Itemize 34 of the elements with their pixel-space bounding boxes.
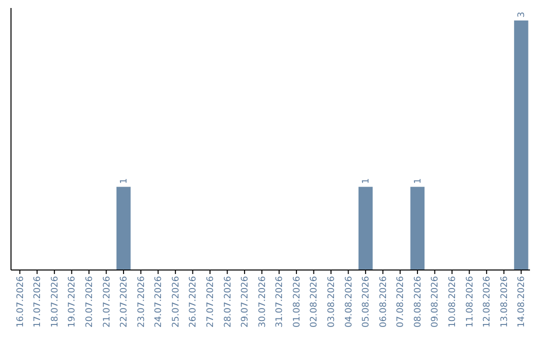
x-tick-label: 18.07.2026 [50,276,60,328]
x-tick-label: 23.07.2026 [136,276,147,328]
data-label: 1 [413,178,424,184]
x-tick-label: 19.07.2026 [68,276,78,328]
x-tick-label: 11.08.2026 [465,276,476,328]
x-tick-label: 04.08.2026 [344,276,354,328]
x-tick-label: 02.08.2026 [310,276,320,328]
x-tick-label: 30.07.2026 [258,276,268,328]
x-tick-label: 27.07.2026 [206,276,216,328]
x-tick-label: 22.07.2026 [120,276,130,328]
x-tick-label: 14.08.2026 [517,276,528,328]
data-label: 3 [517,12,528,18]
x-tick-label: 24.07.2026 [154,276,164,328]
x-tick-label: 06.08.2026 [378,276,389,328]
x-tick-label: 17.07.2026 [33,276,44,328]
x-tick-label: 12.08.2026 [482,276,493,328]
x-tick-label: 13.08.2026 [500,276,510,328]
x-tick-label: 31.07.2026 [275,276,286,328]
x-tick-label: 26.07.2026 [188,276,199,328]
x-tick-label: 16.07.2026 [16,276,26,328]
data-label: 1 [362,178,372,184]
data-label: 1 [120,178,130,184]
x-tick-label: 10.08.2026 [448,276,458,328]
x-tick-label: 03.08.2026 [327,276,338,328]
x-tick-label: 25.07.2026 [171,276,182,328]
x-tick-label: 07.08.2026 [396,276,406,328]
x-tick-label: 20.07.2026 [84,276,95,328]
x-tick-label: 05.08.2026 [362,276,372,328]
x-tick-label: 08.08.2026 [413,276,424,328]
x-tick-label: 28.07.2026 [223,276,234,328]
x-tick-label: 09.08.2026 [430,276,441,328]
x-tick-label: 01.08.2026 [292,276,302,328]
x-tick-label: 29.07.2026 [240,276,251,328]
x-tick-label: 21.07.2026 [102,276,112,328]
